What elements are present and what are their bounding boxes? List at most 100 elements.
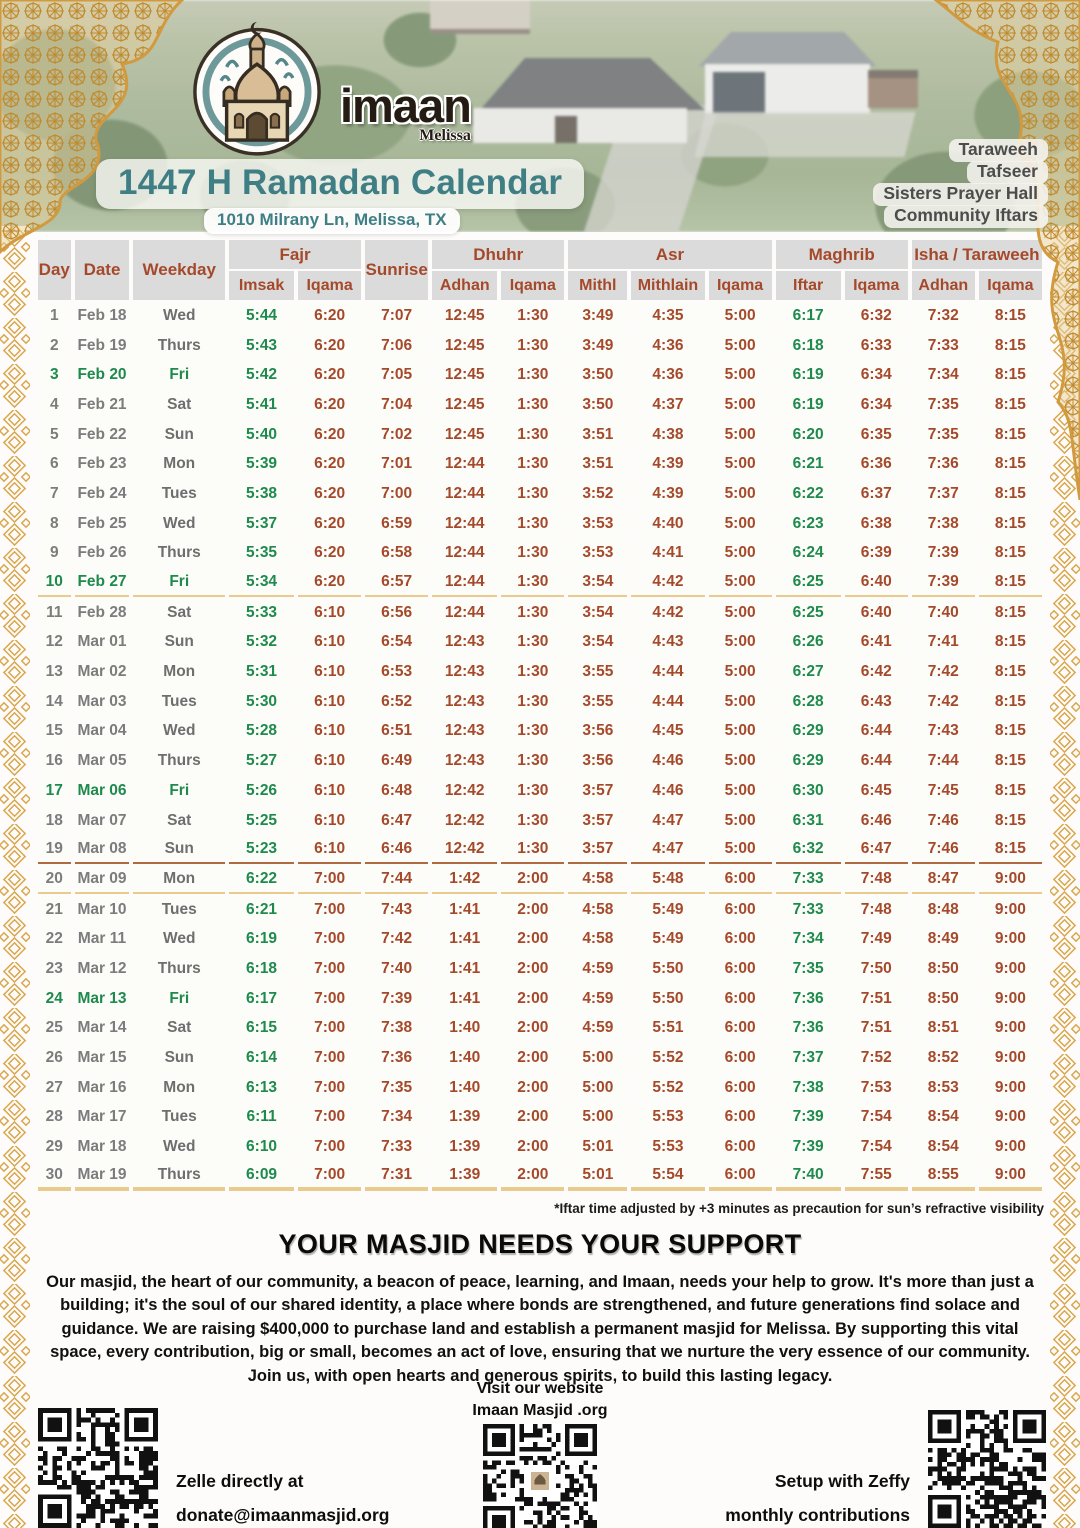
cell-fajr-imsak: 5:42 (229, 361, 295, 390)
cell-maghrib-iftar: 7:40 (775, 1162, 841, 1191)
cell-maghrib-iftar: 6:20 (775, 420, 841, 449)
cell-isha-iqama: 8:15 (978, 777, 1042, 805)
cell-weekday: Sun (133, 1044, 225, 1072)
cell-sunrise: 6:46 (365, 836, 429, 865)
cell-isha-adhan: 7:46 (911, 806, 975, 835)
cell-fajr-imsak: 5:39 (229, 450, 295, 479)
cell-maghrib-iftar: 7:35 (775, 955, 841, 983)
cell-fajr-iqama: 7:00 (298, 895, 362, 924)
cell-day: 23 (38, 955, 71, 983)
cell-sunrise: 6:51 (365, 717, 429, 746)
cell-isha-adhan: 7:37 (911, 480, 975, 508)
cell-asr-mithl: 3:57 (568, 806, 628, 835)
cell-asr-mithlain: 4:44 (631, 687, 705, 716)
website-line1: Visit our website (476, 1380, 604, 1397)
cell-maghrib-iftar: 7:38 (775, 1073, 841, 1102)
cell-weekday: Sun (133, 420, 225, 449)
cell-isha-iqama: 9:00 (978, 895, 1042, 924)
cell-asr-mithlain: 5:51 (631, 1014, 705, 1043)
cell-fajr-iqama: 6:10 (298, 628, 362, 657)
cell-asr-mithlain: 4:37 (631, 391, 705, 419)
cell-dhuhr-adhan: 1:40 (432, 1044, 498, 1072)
cell-weekday: Mon (133, 658, 225, 686)
cell-weekday: Sat (133, 598, 225, 627)
calendar-row-day-12: 12 Mar 01 Sun 5:32 6:10 6:54 12:43 1:30 3:54 4:43… (38, 628, 1042, 657)
support-heading: YOUR MASJID NEEDS YOUR SUPPORT (278, 1229, 802, 1259)
cell-day: 9 (38, 539, 71, 568)
cell-weekday: Sat (133, 1014, 225, 1043)
cell-asr-mithlain: 4:42 (631, 598, 705, 627)
cell-maghrib-iftar: 6:17 (775, 302, 841, 330)
zelle-line2: donate@imaanmasjid.org (176, 1505, 390, 1526)
calendar-row-day-17: 17 Mar 06 Fri 5:26 6:10 6:48 12:42 1:30 3:57 4:46… (38, 777, 1042, 805)
cell-maghrib-iftar: 7:39 (775, 1103, 841, 1132)
calendar-row-day-4: 4 Feb 21 Sat 5:41 6:20 7:04 12:45 1:30 3:50 4:37 5… (38, 391, 1042, 419)
cell-isha-adhan: 7:35 (911, 391, 975, 419)
page-title: 1447 H Ramadan Calendar (96, 159, 585, 209)
calendar-row-day-6: 6 Feb 23 Mon 5:39 6:20 7:01 12:44 1:30 3:51 4:39 5… (38, 450, 1042, 479)
col-header-maghrib-iqama: Iqama (844, 271, 908, 300)
cell-asr-iqama: 6:00 (708, 895, 772, 924)
calendar-row-day-3: 3 Feb 20 Fri 5:42 6:20 7:05 12:45 1:30 3:50 4:36 5… (38, 361, 1042, 390)
cell-asr-mithlain: 5:53 (631, 1103, 705, 1132)
cell-fajr-iqama: 6:10 (298, 836, 362, 865)
calendar-row-day-8: 8 Feb 25 Wed 5:37 6:20 6:59 12:44 1:30 3:53 4:40 5… (38, 509, 1042, 538)
cell-maghrib-iqama: 6:40 (844, 569, 908, 597)
gold-diamond-border-right-icon (1050, 226, 1080, 1528)
cell-dhuhr-adhan: 12:43 (432, 658, 498, 686)
cell-day: 1 (38, 302, 71, 330)
cell-isha-iqama: 8:15 (978, 598, 1042, 627)
cell-sunrise: 7:06 (365, 331, 429, 360)
cell-fajr-imsak: 6:13 (229, 1073, 295, 1102)
cell-sunrise: 7:31 (365, 1162, 429, 1191)
cell-day: 16 (38, 747, 71, 775)
cell-asr-mithl: 4:59 (568, 955, 628, 983)
cell-isha-iqama: 8:15 (978, 658, 1042, 686)
cell-fajr-imsak: 6:09 (229, 1162, 295, 1191)
cell-weekday: Sat (133, 806, 225, 835)
cell-dhuhr-adhan: 1:41 (432, 955, 498, 983)
zeffy-line1: Setup with Zeffy (774, 1471, 910, 1491)
cell-fajr-imsak: 5:26 (229, 777, 295, 805)
cell-fajr-iqama: 6:20 (298, 450, 362, 479)
cell-fajr-imsak: 5:31 (229, 658, 295, 686)
masjid-logo: imaan Melissa (188, 20, 472, 163)
calendar-row-day-15: 15 Mar 04 Wed 5:28 6:10 6:51 12:43 1:30 3:56 4:45… (38, 717, 1042, 746)
cell-dhuhr-iqama: 1:30 (501, 569, 565, 597)
cell-asr-mithl: 3:54 (568, 598, 628, 627)
cell-isha-adhan: 8:54 (911, 1103, 975, 1132)
cell-dhuhr-adhan: 1:39 (432, 1133, 498, 1161)
cell-maghrib-iftar: 6:29 (775, 717, 841, 746)
cell-asr-iqama: 5:00 (708, 331, 772, 360)
cell-asr-iqama: 5:00 (708, 687, 772, 716)
col-header-date: Date (74, 240, 130, 300)
logo-name: imaan (340, 79, 472, 132)
cell-isha-iqama: 8:15 (978, 420, 1042, 449)
calendar-row-day-19: 19 Mar 08 Sun 5:23 6:10 6:46 12:42 1:30 3:57 4:47… (38, 836, 1042, 865)
cell-date: Mar 03 (74, 687, 130, 716)
cell-date: Mar 06 (74, 777, 130, 805)
cell-sunrise: 6:52 (365, 687, 429, 716)
cell-dhuhr-adhan: 1:39 (432, 1103, 498, 1132)
calendar-row-day-16: 16 Mar 05 Thurs 5:27 6:10 6:49 12:43 1:30 3:56 4:… (38, 747, 1042, 775)
calendar-row-day-7: 7 Feb 24 Tues 5:38 6:20 7:00 12:44 1:30 3:52 4:39… (38, 480, 1042, 508)
cell-isha-adhan: 7:36 (911, 450, 975, 479)
cell-asr-iqama: 6:00 (708, 1103, 772, 1132)
cell-weekday: Sun (133, 628, 225, 657)
cell-fajr-imsak: 5:33 (229, 598, 295, 627)
cell-weekday: Mon (133, 1073, 225, 1102)
cell-maghrib-iqama: 7:55 (844, 1162, 908, 1191)
cell-day: 25 (38, 1014, 71, 1043)
cell-asr-mithl: 5:01 (568, 1133, 628, 1161)
cell-dhuhr-adhan: 1:40 (432, 1014, 498, 1043)
cell-weekday: Wed (133, 1133, 225, 1161)
distant-house (430, 0, 530, 34)
cell-dhuhr-adhan: 12:43 (432, 717, 498, 746)
cell-date: Mar 16 (74, 1073, 130, 1102)
calendar-table-body: 1 Feb 18 Wed 5:44 6:20 7:07 12:45 1:30 3:49 4:35 5… (38, 302, 1042, 1191)
cell-day: 22 (38, 925, 71, 954)
cell-maghrib-iqama: 7:53 (844, 1073, 908, 1102)
col-group-dhuhr: Dhuhr (432, 240, 565, 269)
cell-maghrib-iqama: 6:43 (844, 687, 908, 716)
cell-weekday: Wed (133, 925, 225, 954)
